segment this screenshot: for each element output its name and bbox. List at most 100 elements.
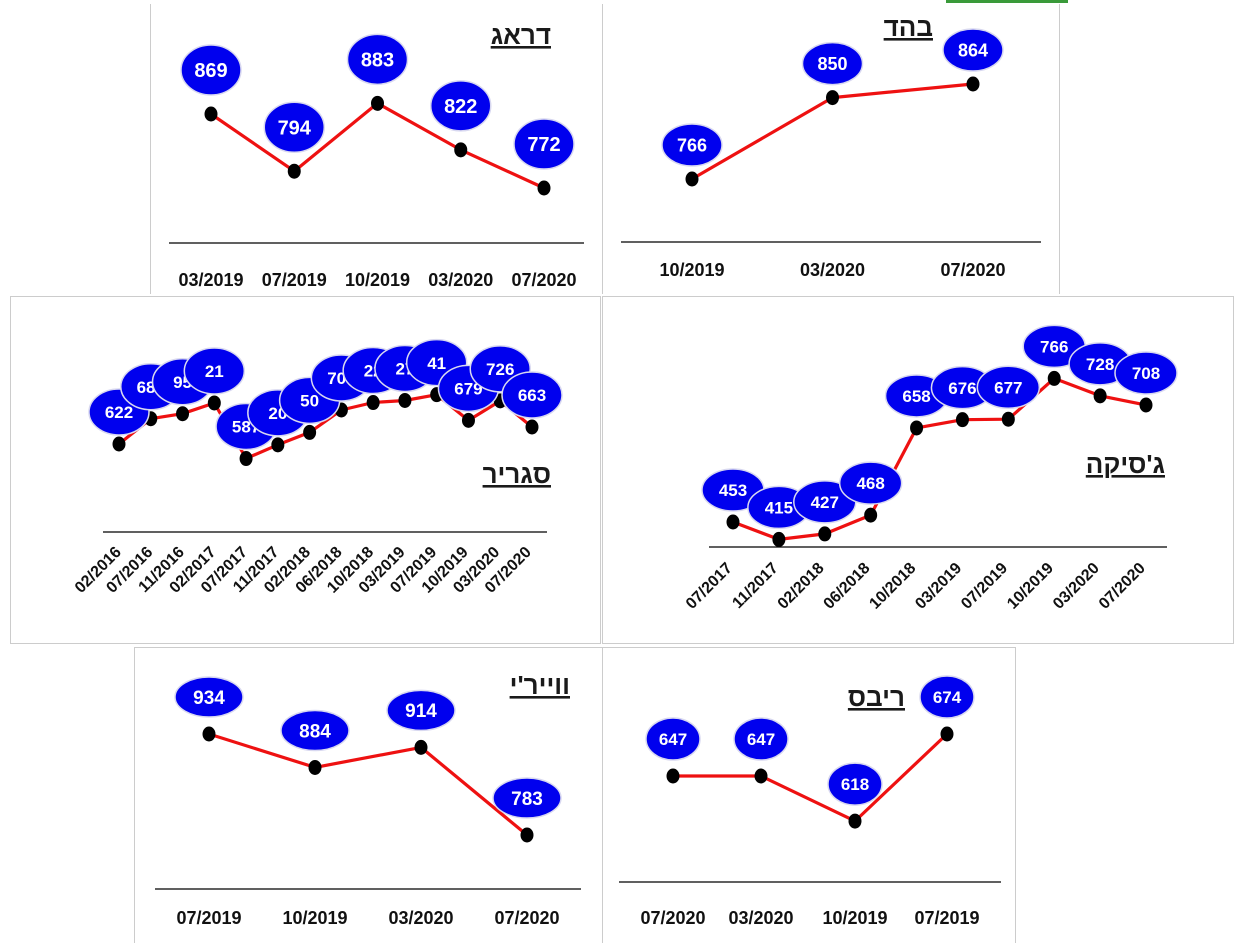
data-label: 772 [527, 134, 560, 156]
data-label-bubble [346, 33, 409, 86]
data-label: 708 [1132, 364, 1160, 383]
chart-gsika: ג'סיקה 453 415 427 468 658 676 677 766 728 708 07/2… [683, 324, 1178, 613]
x-tick-label: 07/2020 [940, 260, 1005, 280]
chart-title: סגריר [483, 459, 551, 489]
data-point [207, 395, 221, 411]
chart-panel-drag: דראג 869 794 883 822 772 03/2019 07/2019 10/2019… [150, 4, 601, 294]
data-point [940, 726, 954, 742]
data-point [772, 531, 786, 547]
series-line [732, 376, 1147, 541]
data-label: 679 [454, 379, 482, 398]
x-tick-label: 07/2020 [1096, 560, 1149, 613]
x-tick-label: 03/2019 [912, 560, 965, 613]
x-tick-label: 11/2017 [729, 560, 781, 612]
chart-title: דראג [491, 20, 551, 50]
x-tick-label: 10/2019 [1004, 560, 1057, 613]
data-point [371, 95, 384, 111]
data-label-bubble [492, 777, 562, 819]
x-tick-label: 03/2020 [1050, 560, 1103, 613]
data-point [955, 412, 969, 428]
data-label-bubble [183, 347, 246, 395]
x-tick-label: 10/2019 [659, 260, 724, 280]
chart-panel-gsika: ג'סיקה 453 415 427 468 658 676 677 766 728 708 07/2… [602, 296, 1234, 644]
data-label-bubble [838, 461, 903, 505]
data-point [537, 180, 551, 196]
data-point [520, 827, 534, 843]
data-label-bubble [976, 365, 1041, 409]
data-point [204, 106, 218, 122]
data-label: 453 [719, 481, 747, 500]
data-point [112, 436, 126, 452]
data-label: 415 [765, 499, 793, 518]
data-label: 794 [278, 117, 312, 139]
data-label: 884 [299, 721, 331, 742]
chart-title: ווייר'י [510, 670, 570, 700]
data-label: 783 [511, 789, 543, 810]
data-label-bubble [513, 118, 575, 170]
data-point [966, 76, 980, 92]
data-label: 468 [856, 474, 884, 493]
data-label: 850 [817, 54, 847, 74]
data-point [1001, 411, 1015, 427]
chart-vairi: ווייר'י 934 884 914 783 07/2019 10/2019 03/2020… [155, 670, 581, 928]
data-label: 622 [105, 403, 133, 422]
chart-panel-vairi: ווייר'י 934 884 914 783 07/2019 10/2019 03/2020… [134, 647, 602, 943]
data-label: 658 [902, 387, 930, 406]
x-tick-label: 07/2020 [494, 908, 559, 928]
chart-title: ג'סיקה [1086, 449, 1165, 479]
series-line [210, 101, 545, 190]
data-point [366, 395, 380, 411]
data-point [726, 514, 740, 530]
x-tick-label: 03/2020 [388, 908, 453, 928]
data-label-bubble [263, 101, 325, 153]
data-point [666, 768, 680, 784]
data-label-bubble [645, 717, 701, 761]
data-point [910, 420, 924, 436]
data-point [239, 451, 253, 467]
data-label-bubble [942, 28, 1004, 72]
x-tick-label: 07/2020 [640, 908, 705, 928]
data-point [454, 142, 468, 158]
x-tick-label: 07/2017 [683, 560, 736, 613]
x-tick-label: 06/2018 [821, 560, 874, 613]
data-point [461, 412, 475, 428]
data-point [685, 171, 699, 187]
x-tick-label: 10/2019 [345, 270, 410, 290]
chart-panel-bahad: בהד 766 850 864 10/2019 03/2020 07/2020 [602, 4, 1060, 294]
data-point [525, 419, 539, 435]
data-label: 869 [194, 60, 227, 82]
x-tick-label: 03/2019 [178, 270, 243, 290]
data-label: 674 [933, 688, 962, 707]
data-label: 728 [1086, 355, 1114, 374]
series-line [208, 732, 529, 837]
x-tick-label: 07/2019 [958, 560, 1011, 613]
data-point [754, 768, 768, 784]
data-label-bubble [501, 371, 563, 419]
x-tick-label: 07/2019 [262, 270, 327, 290]
data-label: 766 [677, 135, 707, 155]
data-point [271, 437, 285, 453]
data-point [308, 759, 322, 775]
data-point [202, 726, 216, 742]
data-label-bubble [430, 80, 492, 132]
data-point [848, 813, 862, 829]
data-label: 726 [486, 360, 514, 379]
data-point [864, 507, 878, 523]
data-label-bubble [280, 709, 350, 752]
data-label-bubble [661, 123, 723, 167]
data-label: 864 [958, 40, 988, 60]
data-label: 41 [427, 354, 446, 373]
data-label-bubble [827, 762, 883, 806]
x-tick-label: 03/2020 [728, 908, 793, 928]
data-label: 647 [659, 730, 687, 749]
x-tick-label: 03/2020 [800, 260, 865, 280]
data-label: 50 [300, 392, 319, 411]
data-label-bubble [919, 675, 975, 719]
data-point [1093, 388, 1107, 404]
data-point [176, 406, 190, 422]
data-label: 677 [994, 378, 1022, 397]
x-tick-label: 07/2019 [914, 908, 979, 928]
data-label: 663 [518, 386, 546, 405]
series-line [673, 732, 949, 823]
